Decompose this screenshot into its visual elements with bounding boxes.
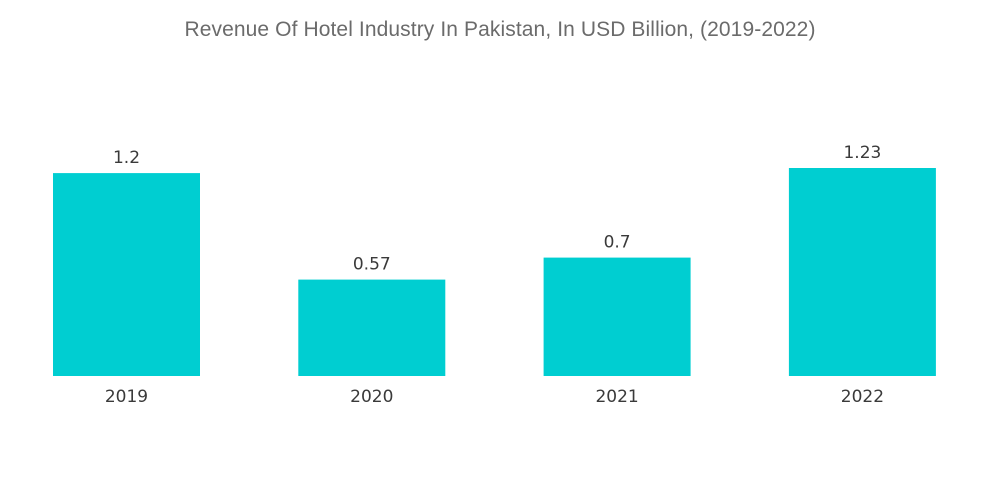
- x-tick-labels: 2019 2020 2021 2022: [105, 387, 884, 407]
- x-tick-2022: 2022: [841, 387, 884, 407]
- bar-2020: [298, 279, 446, 376]
- x-tick-2021: 2021: [595, 387, 638, 407]
- x-tick-2020: 2020: [350, 387, 393, 407]
- bar-2021: [543, 257, 691, 376]
- value-label-2019: 1.2: [113, 148, 140, 168]
- value-label-2021: 0.7: [604, 233, 631, 253]
- bars-layer: [53, 168, 936, 376]
- bar-2022: [788, 168, 936, 376]
- value-label-2022: 1.23: [843, 143, 881, 163]
- bar-2019: [53, 173, 200, 376]
- chart-title: Revenue Of Hotel Industry In Pakistan, I…: [184, 18, 816, 41]
- value-labels-layer: 1.2 0.57 0.7 1.23: [113, 143, 881, 275]
- x-tick-2019: 2019: [105, 387, 148, 407]
- value-label-2020: 0.57: [353, 255, 391, 275]
